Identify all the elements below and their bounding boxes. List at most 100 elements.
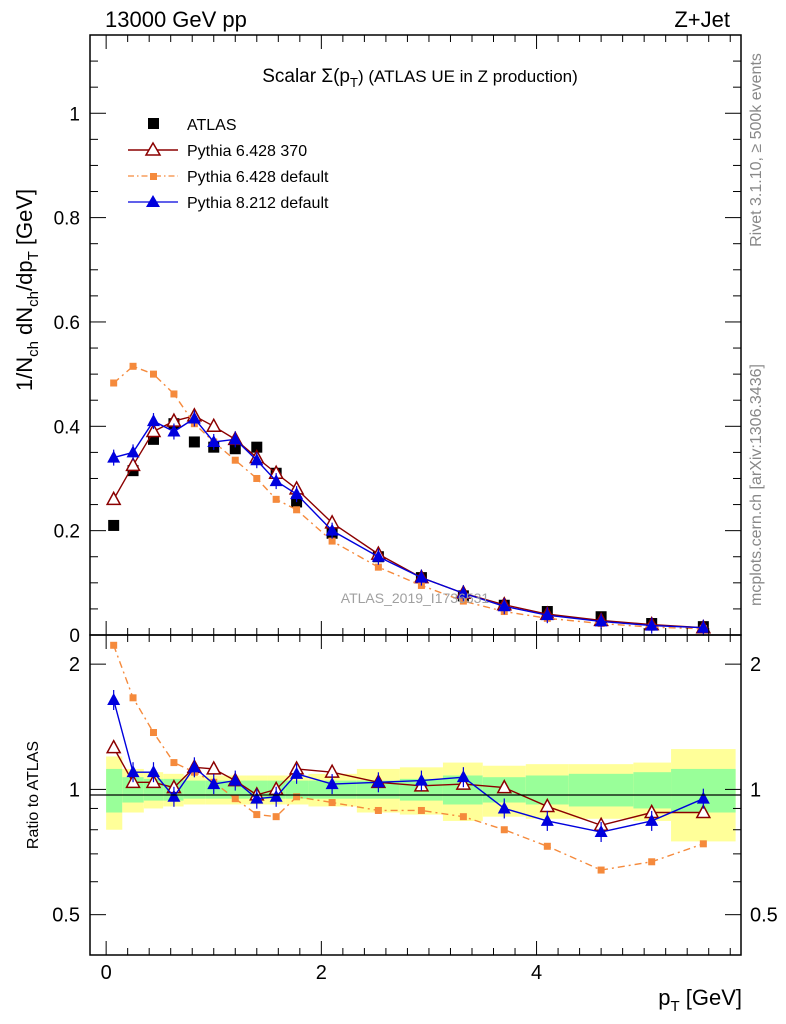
ratio-ytick-labels: 0.5 1 2 0.5 1 2 (52, 654, 778, 927)
axis-ticks (90, 35, 741, 955)
ratio-point-p8 (207, 777, 221, 790)
main-point-p8 (126, 445, 140, 458)
main-point-p6_default (110, 379, 118, 387)
ratio-ytick-label-right: 0.5 (750, 905, 778, 927)
main-point-atlas (229, 443, 241, 455)
ratio-point-p6_default (417, 806, 425, 814)
main-ytick-labels: 0.2 0.4 0.6 0.8 1 0 (54, 104, 81, 647)
ratio-point-p8 (325, 777, 339, 790)
legend-entry-p6-default: Pythia 6.428 default (128, 169, 329, 186)
ratio-point-p6_default (597, 866, 605, 874)
band-inner-bin (633, 772, 672, 809)
ratio-point-p8 (107, 693, 121, 706)
x-axis-label: pT [GeV] (658, 985, 742, 1015)
legend: ATLAS Pythia 6.428 370 Pythia 6.428 defa… (128, 117, 329, 212)
main-point-p8 (207, 434, 221, 447)
xtick-label: 2 (316, 962, 327, 984)
main-y-axis-label: 1/Nch dNch/dpT [GeV] (12, 189, 42, 391)
ratio-ytick-label-right: 1 (750, 779, 761, 801)
ratio-point-p8 (269, 789, 283, 802)
ratio-point-p6_370 (496, 779, 513, 794)
legend-marker-p8 (146, 195, 160, 207)
band-inner-bin (285, 780, 309, 799)
ratio-point-p6_default (328, 799, 336, 807)
svg-text:1/Nch dNch/dpT [GeV]: 1/Nch dNch/dpT [GeV] (12, 189, 42, 391)
ratio-point-p6_default (231, 795, 239, 803)
ratio-point-p6_default (293, 793, 301, 801)
main-title-rest: ) (ATLAS UE in Z production) (358, 67, 578, 86)
main-ytick-label: 0.2 (54, 522, 80, 543)
ratio-point-p8 (146, 765, 160, 778)
xtick-labels: 0 2 4 (101, 962, 543, 984)
main-point-p8 (107, 450, 121, 463)
ratio-point-p6_default (170, 759, 178, 767)
main-point-p6_default (170, 390, 178, 398)
main-ytick-label: 0.6 (54, 313, 80, 334)
mcplots-label: mcplots.cern.ch [arXiv:1306.3436] (748, 364, 765, 606)
ratio-point-p8 (414, 773, 428, 786)
ratio-ytick-label: 2 (69, 654, 80, 676)
ratio-point-p8 (228, 773, 242, 786)
main-point-p8 (540, 608, 554, 621)
main-title: Scalar Σ(pT) (ATLAS UE in Z production) (262, 66, 578, 90)
main-point-p8 (456, 586, 470, 599)
legend-label: Pythia 6.428 370 (187, 143, 307, 160)
main-point-p6_370 (205, 417, 222, 433)
x-axis-label-main: p (658, 985, 670, 1010)
ratio-point-p6_default (500, 826, 508, 834)
rivet-label: Rivet 3.1.10, ≥ 500k events (748, 53, 765, 247)
main-point-p8 (146, 414, 160, 427)
band-inner-bin (122, 777, 144, 803)
x-axis-label-rest: [GeV] (680, 985, 742, 1010)
main-point-p8 (325, 523, 339, 536)
ratio-point-p6_default (149, 729, 157, 737)
main-point-atlas (251, 441, 263, 453)
main-point-p8 (594, 614, 608, 627)
main-point-p6_default (231, 456, 239, 464)
main-point-p8 (187, 411, 201, 424)
main-point-p6_default (272, 495, 280, 503)
ratio-point-p8 (187, 760, 201, 773)
ratio-point-p8 (645, 813, 659, 826)
ratio-ytick-label-right: 2 (750, 654, 761, 676)
band-inner-bin (183, 780, 206, 799)
main-point-atlas (147, 433, 159, 445)
main-point-atlas (188, 436, 200, 448)
header-right: Z+Jet (674, 7, 730, 32)
ratio-point-p6_default (459, 813, 467, 821)
ratio-point-p8 (594, 825, 608, 838)
main-point-p6_370 (105, 490, 122, 506)
ratio-point-p8 (456, 770, 470, 783)
main-point-atlas (108, 519, 120, 531)
main-point-p6_default (149, 370, 157, 378)
xtick-label: 0 (101, 962, 112, 984)
ratio-y-axis-label: Ratio to ATLAS (25, 741, 42, 849)
main-point-p6_default (374, 563, 382, 571)
main-point-p8 (290, 487, 304, 500)
legend-label: Pythia 8.212 default (187, 195, 329, 212)
ratio-line-p6_default (113, 645, 704, 871)
ratio-point-p6_default (648, 858, 656, 866)
ratio-point-p6_370 (205, 760, 222, 775)
main-point-p8 (167, 424, 181, 437)
band-inner-bin (568, 773, 634, 807)
main-point-p6_370 (145, 422, 162, 438)
ratio-ytick-label: 0.5 (52, 905, 80, 927)
legend-label: ATLAS (187, 117, 237, 134)
ratio-point-p6_370 (105, 739, 122, 754)
ratio-point-p8 (497, 801, 511, 814)
main-title-sub: T (350, 75, 358, 90)
main-ytick-label: 0.8 (54, 209, 80, 230)
main-point-p8 (250, 453, 264, 466)
main-point-p8 (414, 570, 428, 583)
ratio-point-p6_default (129, 694, 137, 702)
legend-label: Pythia 6.428 default (187, 169, 329, 186)
ratio-point-p6_370 (695, 803, 712, 819)
main-series (105, 362, 712, 636)
main-point-p8 (497, 599, 511, 612)
x-axis-label-sub: T (670, 998, 679, 1015)
band-inner-bin (106, 768, 123, 813)
main-point-p8 (371, 549, 385, 562)
legend-entry-p6-370: Pythia 6.428 370 (128, 141, 307, 160)
main-point-p8 (696, 620, 710, 633)
